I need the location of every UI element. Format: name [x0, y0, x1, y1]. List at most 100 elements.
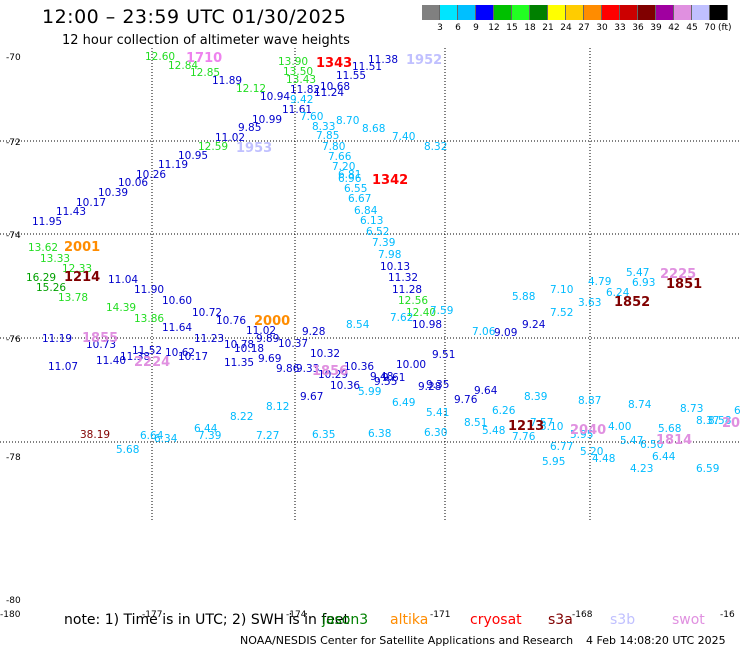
wave-height-label: 7.10: [550, 284, 573, 296]
wave-height-label: 9.76: [454, 394, 478, 406]
wave-height-label: 8.51: [464, 417, 487, 429]
wave-height-label: 10.00: [396, 359, 426, 371]
wave-height-label: 13.78: [58, 292, 88, 304]
pass-time-label: 2001: [64, 240, 100, 255]
wave-height-label: 8.22: [230, 411, 253, 423]
wave-height-label: 13.33: [40, 253, 70, 265]
colorbar-swatch: [458, 5, 476, 20]
wave-height-label: 9.85: [238, 122, 261, 134]
wave-height-label: 11.90: [134, 284, 164, 296]
satellite-legend-item: swot: [672, 612, 705, 628]
wave-height-label: 10.39: [98, 187, 128, 199]
wave-height-label: 11.23: [194, 333, 224, 345]
wave-height-label: 9.89: [256, 333, 279, 345]
pass-time-label: 1343: [316, 56, 352, 71]
colorbar-tick-label: 39: [650, 23, 662, 33]
wave-height-label: 6.64: [140, 430, 164, 442]
wave-height-label: 9.69: [258, 353, 281, 365]
wave-height-label: 9.09: [494, 327, 517, 339]
wave-height-label: 11.51: [352, 61, 382, 73]
wave-height-label: 13.62: [28, 242, 58, 254]
colorbar-tick-label: 70: [704, 23, 716, 33]
wave-height-label: 9.86: [276, 363, 300, 375]
longitude-label: -168: [572, 610, 593, 620]
pass-time-label: 1856: [312, 364, 348, 379]
colorbar-swatch: [494, 5, 512, 20]
wave-height-label: 11.64: [162, 322, 192, 334]
wave-height-label: 4.48: [592, 453, 615, 465]
wave-height-label: 12.56: [398, 295, 428, 307]
wave-height-label: 5.95: [570, 429, 593, 441]
latitude-label: -72: [6, 138, 21, 148]
colorbar-tick-label: 6: [455, 23, 461, 33]
pass-time-label: 2000: [254, 314, 290, 329]
wave-height-label: 10.36: [330, 380, 360, 392]
satellite-legend-item: cryosat: [470, 612, 522, 628]
colorbar-swatch: [476, 5, 494, 20]
map-title: 12:00 – 23:59 UTC 01/30/2025: [42, 6, 347, 28]
wave-height-label: 11.43: [56, 206, 86, 218]
wave-height-label: 5.10: [540, 421, 563, 433]
wave-height-label: 10.13: [380, 261, 410, 273]
latitude-label: -78: [6, 453, 21, 463]
colorbar-tick-label: 33: [614, 23, 626, 33]
wave-height-label: 7.62: [390, 312, 413, 324]
colorbar-tick-label: 15: [506, 23, 518, 33]
wave-height-label: 11.02: [246, 325, 276, 337]
wave-height-labels: 12.6012.8412.8511.8912.1210.9411.6110.99…: [0, 0, 740, 475]
wave-height-label: 11.38: [120, 351, 150, 363]
wave-height-label: 9.67: [300, 391, 323, 403]
latitude-label: -76: [6, 335, 21, 345]
wave-height-label: 8.70: [336, 115, 359, 127]
wave-height-label: 8.54: [346, 319, 370, 331]
wave-height-label: 5.20: [580, 446, 603, 458]
wave-height-label: 6.13: [360, 215, 383, 227]
wave-height-label: 10.99: [252, 114, 282, 126]
latitude-label: -74: [6, 231, 21, 241]
longitude-label: -180: [0, 610, 21, 620]
pass-time-label: 1852: [614, 295, 650, 310]
colorbar-swatch: [440, 5, 458, 20]
wave-height-label: 11.55: [336, 70, 366, 82]
wave-height-label: 11.19: [158, 159, 188, 171]
wave-height-label: 4.00: [608, 421, 631, 433]
wave-height-label: 11.07: [48, 361, 78, 373]
wave-height-label: 12.85: [190, 67, 220, 79]
wave-height-label: 10.06: [118, 177, 148, 189]
wave-height-label: 5.68: [658, 423, 681, 435]
wave-height-label: 7.76: [512, 431, 536, 443]
pass-time-label: 1855: [82, 331, 118, 346]
wave-height-label: 11.02: [215, 132, 245, 144]
pass-time-label: 2225: [660, 267, 696, 282]
colorbar-swatch: [422, 5, 440, 20]
wave-height-label: 8.39: [524, 391, 547, 403]
pass-time-label: 1213: [508, 419, 544, 434]
wave-height-label: 9.48: [370, 371, 393, 383]
wave-height-label: 16.29: [26, 272, 56, 284]
colorbar-swatch: [692, 5, 710, 20]
latitude-labels: -70 -72 -74 -76 -78 -80: [6, 53, 21, 606]
wave-height-label: 6.44: [194, 423, 218, 435]
wave-height-label: 7.27: [256, 430, 279, 442]
wave-height-label: 9.55: [374, 376, 397, 388]
colorbar-swatch: [674, 5, 692, 20]
wave-height-label: 9.42: [290, 94, 313, 106]
wave-height-label: 13.86: [134, 313, 164, 325]
wave-height-label: 6.26: [492, 405, 516, 417]
wave-height-label: 14.39: [106, 302, 136, 314]
pass-time-label: 2224: [134, 355, 170, 370]
colorbar-swatch: [566, 5, 584, 20]
pass-time-label: 1342: [372, 173, 408, 188]
wave-height-label: 6.84: [354, 205, 378, 217]
colorbar-tick-label: 30: [596, 23, 608, 33]
wave-height-label: 15.26: [36, 282, 66, 294]
wave-height-label: 7.52: [550, 307, 573, 319]
wave-height-label: 10.37: [278, 338, 308, 350]
satellite-legend-item: s3a: [548, 612, 573, 628]
wave-height-label: 10.94: [260, 91, 290, 103]
wave-height-label: 6.38: [368, 428, 391, 440]
wave-height-label: 4.79: [588, 276, 611, 288]
wave-height-label: 10.98: [412, 319, 442, 331]
wave-height-label: 5.47: [626, 267, 649, 279]
wave-height-label: 6.81: [338, 169, 361, 181]
